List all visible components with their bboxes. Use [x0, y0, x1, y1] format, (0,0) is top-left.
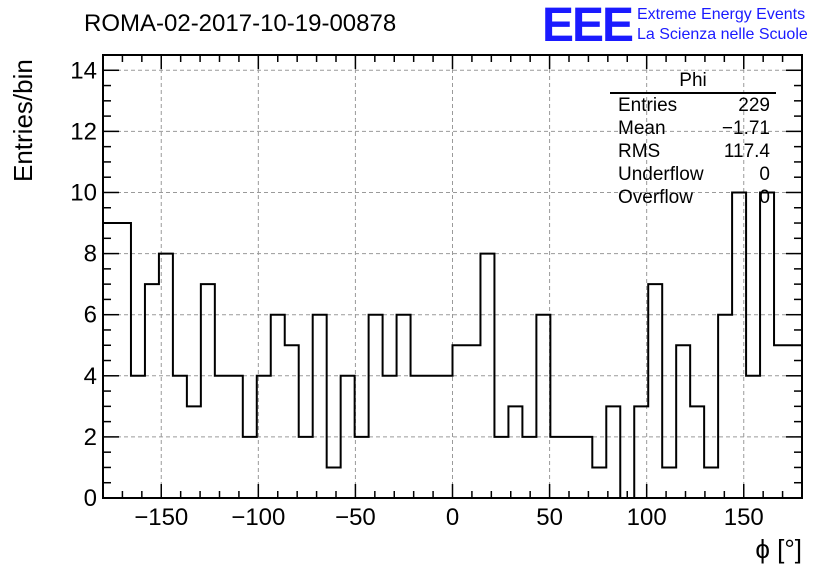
stats-value: 0: [759, 187, 770, 208]
eee-logo: EEE: [542, 0, 634, 52]
stats-row-underflow: Underflow 0: [610, 163, 776, 186]
stats-value: 117.4: [723, 141, 770, 162]
x-tick-label: −100: [231, 504, 285, 531]
stats-row-overflow: Overflow 0: [610, 186, 776, 209]
y-tick-label: 2: [84, 424, 97, 451]
stats-label: Underflow: [618, 164, 704, 185]
stats-value: 0: [759, 164, 770, 185]
y-tick-label: 12: [70, 118, 97, 145]
y-tick-label: 0: [84, 485, 97, 512]
y-tick-label: 6: [84, 302, 97, 329]
histogram-step-line: [103, 191, 803, 499]
plot-title: ROMA-02-2017-10-19-00878: [84, 10, 397, 37]
x-tick-labels: −150 −100 −50 0 50 100 150: [134, 504, 764, 531]
x-axis-label: ϕ [°]: [755, 534, 802, 564]
stats-row-entries: Entries 229: [610, 94, 776, 117]
stats-row-rms: RMS 117.4: [610, 140, 776, 163]
axis-ticks: [102, 54, 803, 499]
y-tick-label: 14: [70, 57, 97, 84]
logo-subtitle-line1: Extreme Energy Events: [637, 6, 806, 23]
x-tick-label: −50: [335, 504, 376, 531]
x-tick-label: 0: [446, 504, 459, 531]
logo-subtitle-line2: La Scienza nelle Scuole: [637, 26, 808, 43]
stats-label: RMS: [618, 141, 661, 162]
stats-label: Overflow: [618, 187, 693, 208]
y-tick-label: 10: [70, 179, 97, 206]
stats-value: −1.71: [721, 118, 770, 139]
x-tick-label: −150: [134, 504, 188, 531]
stats-row-mean: Mean −1.71: [610, 117, 776, 140]
stats-value: 229: [738, 95, 770, 116]
stats-label: Mean: [618, 118, 666, 139]
y-axis-label: Entries/bin: [8, 59, 38, 182]
x-tick-label: 50: [536, 504, 563, 531]
y-tick-label: 8: [84, 241, 97, 268]
y-tick-labels: 0 2 4 6 8 10 12 14: [70, 57, 97, 512]
x-tick-label: 150: [724, 504, 764, 531]
stats-box: Phi Entries 229 Mean −1.71 RMS 117.4 Und…: [610, 70, 776, 209]
grid-lines: [103, 55, 802, 498]
y-tick-label: 4: [84, 363, 97, 390]
x-tick-label: 100: [627, 504, 667, 531]
stats-box-title: Phi: [610, 70, 776, 94]
stats-label: Entries: [618, 95, 678, 116]
